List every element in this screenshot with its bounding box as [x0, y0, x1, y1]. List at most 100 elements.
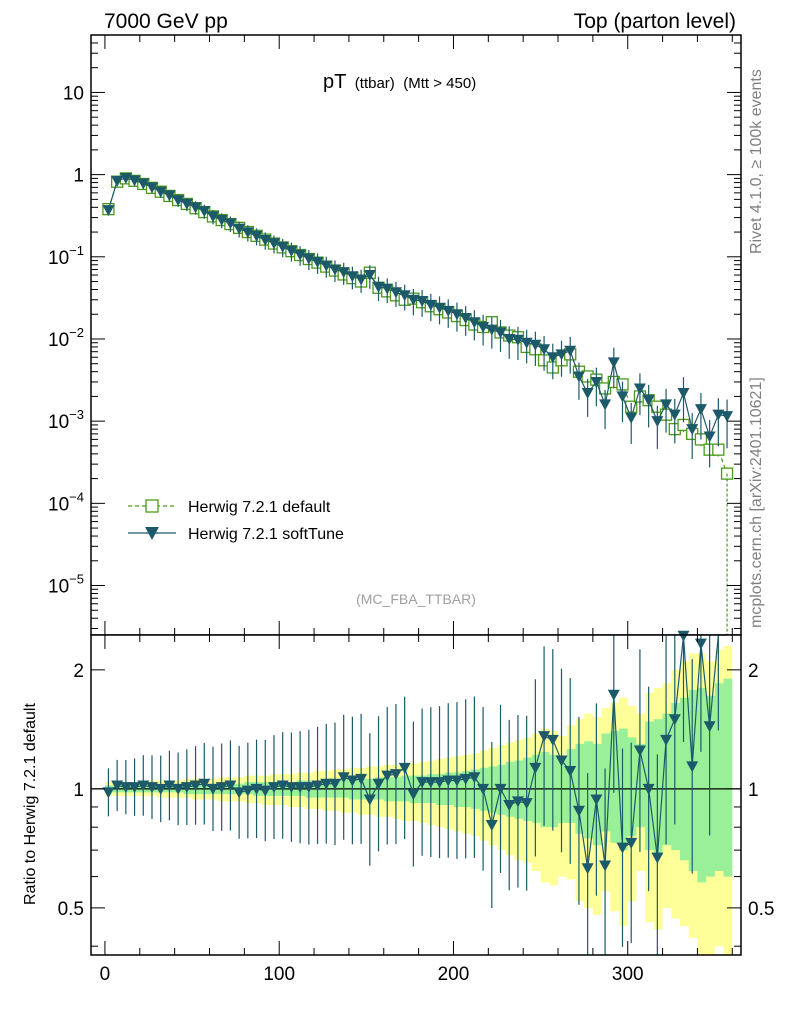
ratio-axes: 2 2 1 1 0.5 0.5 0 100 200 300: [58, 635, 774, 985]
ratio-softtune-point: [677, 630, 690, 642]
softtune-point: [511, 334, 524, 346]
legend-softtune-marker: [145, 527, 159, 540]
ratio-softtune-point: [224, 780, 237, 792]
ratio-series-layer: [102, 630, 728, 955]
softtune-point: [564, 345, 577, 357]
ratio-ytick-label-right: 1: [748, 780, 759, 801]
ratio-softtune-point: [355, 773, 368, 785]
softtune-point: [259, 235, 272, 247]
main-ytick-label: 10−2: [48, 325, 84, 351]
softtune-point: [660, 399, 673, 411]
main-ytick-label: 10−5: [48, 572, 84, 598]
softtune-point: [215, 215, 228, 227]
legend-softtune-label: Herwig 7.2.1 softTune: [188, 526, 344, 543]
ratio-ytick-label-left: 1: [73, 780, 84, 801]
ratio-softtune-point: [241, 785, 254, 797]
ratio-softtune-point: [538, 731, 551, 743]
ratio-softtune-point: [633, 745, 646, 757]
softtune-point: [450, 309, 463, 321]
softtune-point: [137, 178, 150, 190]
legend-default-label: Herwig 7.2.1 default: [188, 499, 331, 516]
main-axes: 10 1 10−1 10−2 10−3 10−4 10−5: [48, 34, 741, 635]
ratio-softtune-point: [372, 778, 385, 790]
softtune-point: [276, 241, 289, 253]
main-ytick-label: 10−3: [48, 407, 84, 433]
softtune-point: [145, 182, 158, 194]
softtune-point: [494, 327, 507, 339]
ratio-softtune-point: [651, 852, 664, 864]
softtune-point: [206, 211, 219, 223]
chart-title-cut: (Mtt > 450): [403, 75, 476, 92]
main-ytick-label: 1: [73, 166, 84, 187]
softtune-point: [311, 257, 324, 269]
softtune-point: [546, 352, 559, 364]
softtune-point: [433, 302, 446, 314]
softtune-point: [668, 409, 681, 421]
ratio-softtune-point: [189, 780, 202, 792]
softtune-point: [555, 349, 568, 361]
ratio-ylabel: Ratio to Herwig 7.2.1 default: [22, 703, 39, 905]
ratio-softtune-point: [337, 772, 350, 784]
main-ytick-label: 10−4: [48, 489, 84, 515]
ratio-softtune-point: [660, 734, 673, 746]
ratio-softtune-point: [686, 761, 699, 773]
ratio-softtune-point: [137, 780, 150, 792]
ratio-softtune-point: [668, 714, 681, 726]
mcplots-label: mcplots.cern.ch [arXiv:2401.10621]: [748, 377, 765, 628]
softtune-point: [224, 218, 237, 230]
softtune-point: [389, 287, 402, 299]
softtune-point: [599, 399, 612, 411]
softtune-point: [172, 195, 185, 207]
ratio-ytick-label-left: 0.5: [58, 899, 84, 920]
main-ytick-label: 10: [63, 83, 84, 104]
ratio-softtune-point: [128, 782, 141, 794]
ratio-softtune-point: [572, 805, 585, 817]
ratio-xtick-label: 0: [100, 964, 111, 985]
softtune-point: [302, 253, 315, 265]
ratio-softtune-point: [250, 783, 263, 795]
softtune-point: [285, 245, 298, 257]
softtune-point: [372, 281, 385, 293]
ratio-softtune-point: [233, 787, 246, 799]
ratio-softtune-point: [311, 780, 324, 792]
header-left: 7000 GeV pp: [104, 10, 228, 33]
softtune-point: [703, 431, 716, 443]
ratio-panel: 2 2 1 1 0.5 0.5 0 100 200 300 Ratio to Herwig 7.2…: [22, 630, 774, 985]
softtune-point: [721, 411, 734, 423]
ratio-softtune-point: [529, 762, 542, 774]
main-ytick-label: 10−1: [48, 243, 84, 269]
softtune-point: [607, 357, 620, 369]
ratio-softtune-point: [267, 782, 280, 794]
ratio-softtune-point: [564, 765, 577, 777]
softtune-point: [241, 227, 254, 239]
chart-title-main: pT: [323, 71, 346, 93]
ratio-softtune-point: [389, 769, 402, 781]
ratio-softtune-point: [520, 798, 533, 810]
softtune-point: [694, 404, 707, 416]
softtune-point: [198, 206, 211, 218]
ratio-softtune-point: [416, 777, 429, 789]
ratio-softtune-point: [599, 860, 612, 872]
softtune-point: [459, 313, 472, 325]
ratio-softtune-point: [477, 783, 490, 795]
chart-title: pT (ttbar) (Mtt > 450): [323, 71, 476, 93]
ratio-softtune-point: [285, 782, 298, 794]
ratio-softtune-point: [485, 820, 498, 832]
header-right: Top (parton level): [574, 10, 736, 33]
softtune-point: [625, 412, 638, 424]
softtune-point: [128, 175, 141, 187]
ratio-softtune-point: [546, 734, 559, 746]
softtune-point: [572, 371, 585, 383]
ratio-xtick-label: 300: [612, 964, 644, 985]
softtune-point: [407, 294, 420, 306]
softtune-point: [442, 305, 455, 317]
softtune-point: [633, 383, 646, 395]
softtune-point: [154, 186, 167, 198]
softtune-point: [616, 391, 629, 403]
softtune-point: [294, 249, 307, 261]
softtune-point: [485, 324, 498, 336]
softtune-point: [590, 376, 603, 388]
rivet-label: Rivet 4.1.0, ≥ 100k events: [748, 69, 765, 254]
ratio-softtune-point: [259, 785, 272, 797]
